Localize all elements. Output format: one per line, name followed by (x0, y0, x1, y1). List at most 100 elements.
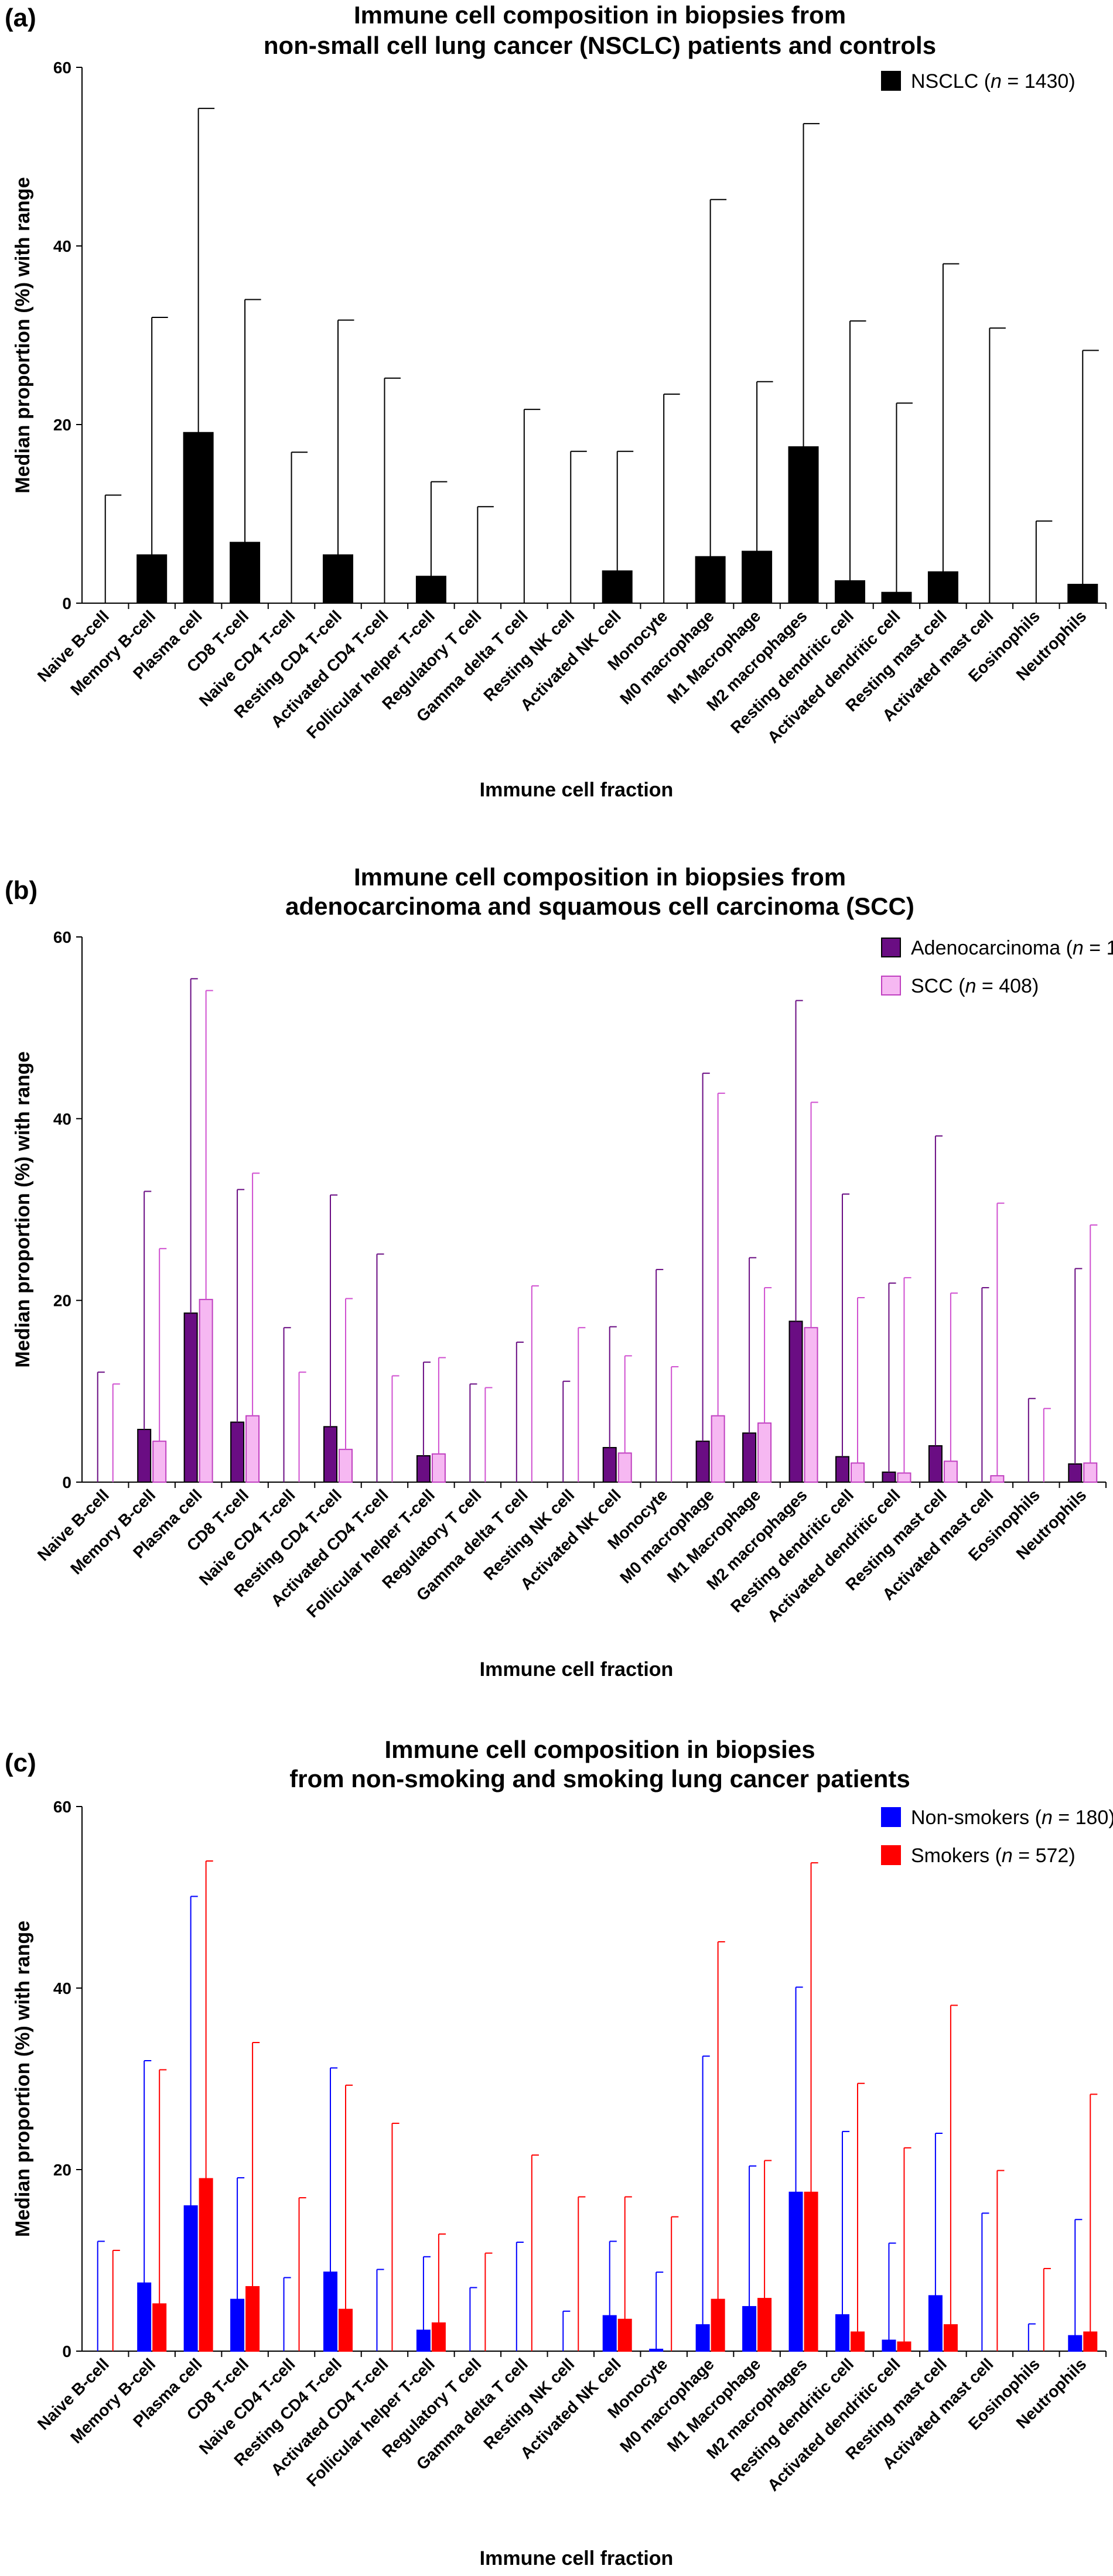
x-axis-label: Immune cell fraction (480, 779, 674, 801)
bar (804, 2191, 818, 2352)
panel-label: (b) (5, 876, 37, 905)
y-axis-label: Median proportion (%) with range (12, 177, 34, 493)
y-tick-label: 40 (53, 1110, 71, 1128)
y-axis-label: Median proportion (%) with range (12, 1921, 34, 2237)
bar (339, 2308, 353, 2352)
bar (757, 2298, 772, 2352)
bar (183, 1312, 198, 1483)
y-tick-label: 60 (53, 1798, 71, 1816)
y-tick-label: 0 (62, 1473, 71, 1491)
bar (695, 2324, 710, 2352)
chart-title-line: from non-smoking and smoking lung cancer… (289, 1765, 910, 1792)
bar (711, 2298, 725, 2352)
legend-label: Smokers (n = 572) (911, 1845, 1076, 1867)
bar (1068, 2335, 1083, 2352)
x-axis-label: Immune cell fraction (480, 1658, 674, 1681)
bar (199, 1299, 213, 1483)
y-tick-label: 60 (53, 59, 71, 77)
chart-title-line: non-small cell lung cancer (NSCLC) patie… (264, 32, 936, 59)
bar (788, 2191, 803, 2352)
panel-b: (b) Immune cell composition in biopsies f… (5, 863, 1113, 1681)
bar (339, 1449, 353, 1483)
bar (897, 2341, 911, 2352)
chart-title-line: Immune cell composition in biopsies from (354, 1, 846, 29)
bar (230, 1421, 245, 1483)
bar (431, 1453, 446, 1483)
bar (230, 542, 261, 604)
bar (183, 432, 214, 604)
bar (416, 1455, 431, 1483)
bar (152, 1441, 167, 1483)
bar (431, 2322, 446, 2352)
bar (1083, 2331, 1098, 2352)
bar (323, 554, 353, 604)
bar (617, 1452, 632, 1483)
y-tick-label: 40 (53, 237, 71, 255)
bar (602, 1447, 617, 1483)
y-tick-label: 20 (53, 416, 71, 434)
x-tick-label: Memory B-cell (67, 2355, 159, 2447)
bar (137, 1429, 152, 1483)
bar (897, 1472, 911, 1483)
y-tick-label: 0 (62, 2342, 71, 2361)
bar (245, 2286, 260, 2352)
bar (415, 576, 446, 604)
bar (928, 1445, 943, 1483)
bar (742, 1432, 757, 1483)
bar (835, 2314, 849, 2352)
bar (990, 1475, 1005, 1483)
panel-label: (c) (5, 1749, 36, 1777)
bar (928, 2295, 943, 2352)
bar (927, 571, 958, 604)
y-axis-label: Median proportion (%) with range (12, 1051, 34, 1367)
y-tick-label: 60 (53, 928, 71, 946)
legend-swatch (881, 938, 901, 957)
bar (1083, 1462, 1098, 1483)
bar (617, 2318, 632, 2352)
x-tick-label: Memory B-cell (67, 1486, 159, 1578)
bar (199, 2178, 213, 2352)
bar (881, 591, 912, 604)
x-axis-label: Immune cell fraction (480, 2547, 674, 2570)
bar (835, 580, 865, 604)
bar (882, 1471, 896, 1483)
chart-title-line: adenocarcinoma and squamous cell carcino… (285, 892, 914, 920)
legend-label: Adenocarcinoma (n = 1022) (911, 937, 1113, 959)
bar (137, 2282, 152, 2352)
bar (788, 1321, 803, 1483)
bar (882, 2339, 896, 2352)
bar (152, 2303, 167, 2352)
panel-c: (c) Immune cell composition in biopsiesfr… (5, 1736, 1113, 2570)
bar (695, 1441, 710, 1483)
bar (757, 1422, 772, 1483)
bar (943, 2324, 958, 2352)
chart-title-line: Immune cell composition in biopsies from (354, 863, 846, 891)
x-tick-label: Memory B-cell (67, 607, 159, 699)
bar (602, 2315, 617, 2352)
bar (323, 1426, 337, 1483)
legend-swatch (881, 1845, 901, 1865)
bar (416, 2329, 431, 2352)
legend-label: NSCLC (n = 1430) (911, 70, 1076, 93)
bar (649, 2348, 664, 2352)
bar (851, 2331, 865, 2352)
legend-swatch (881, 1807, 901, 1827)
y-tick-label: 20 (53, 1292, 71, 1310)
legend-swatch (881, 976, 901, 995)
bar (742, 550, 773, 604)
bar (711, 1415, 725, 1483)
legend-swatch (881, 71, 901, 91)
chart-title-line: Immune cell composition in biopsies (384, 1736, 815, 1763)
bar (602, 570, 633, 604)
bar (851, 1462, 865, 1483)
panel-label: (a) (5, 4, 36, 32)
bar (230, 2298, 245, 2352)
y-tick-label: 40 (53, 1979, 71, 1997)
legend-label: SCC (n = 408) (911, 975, 1039, 997)
bar (695, 556, 726, 604)
bar (835, 1456, 849, 1483)
bar (742, 2306, 757, 2352)
bar (245, 1415, 260, 1483)
bar (788, 446, 819, 604)
